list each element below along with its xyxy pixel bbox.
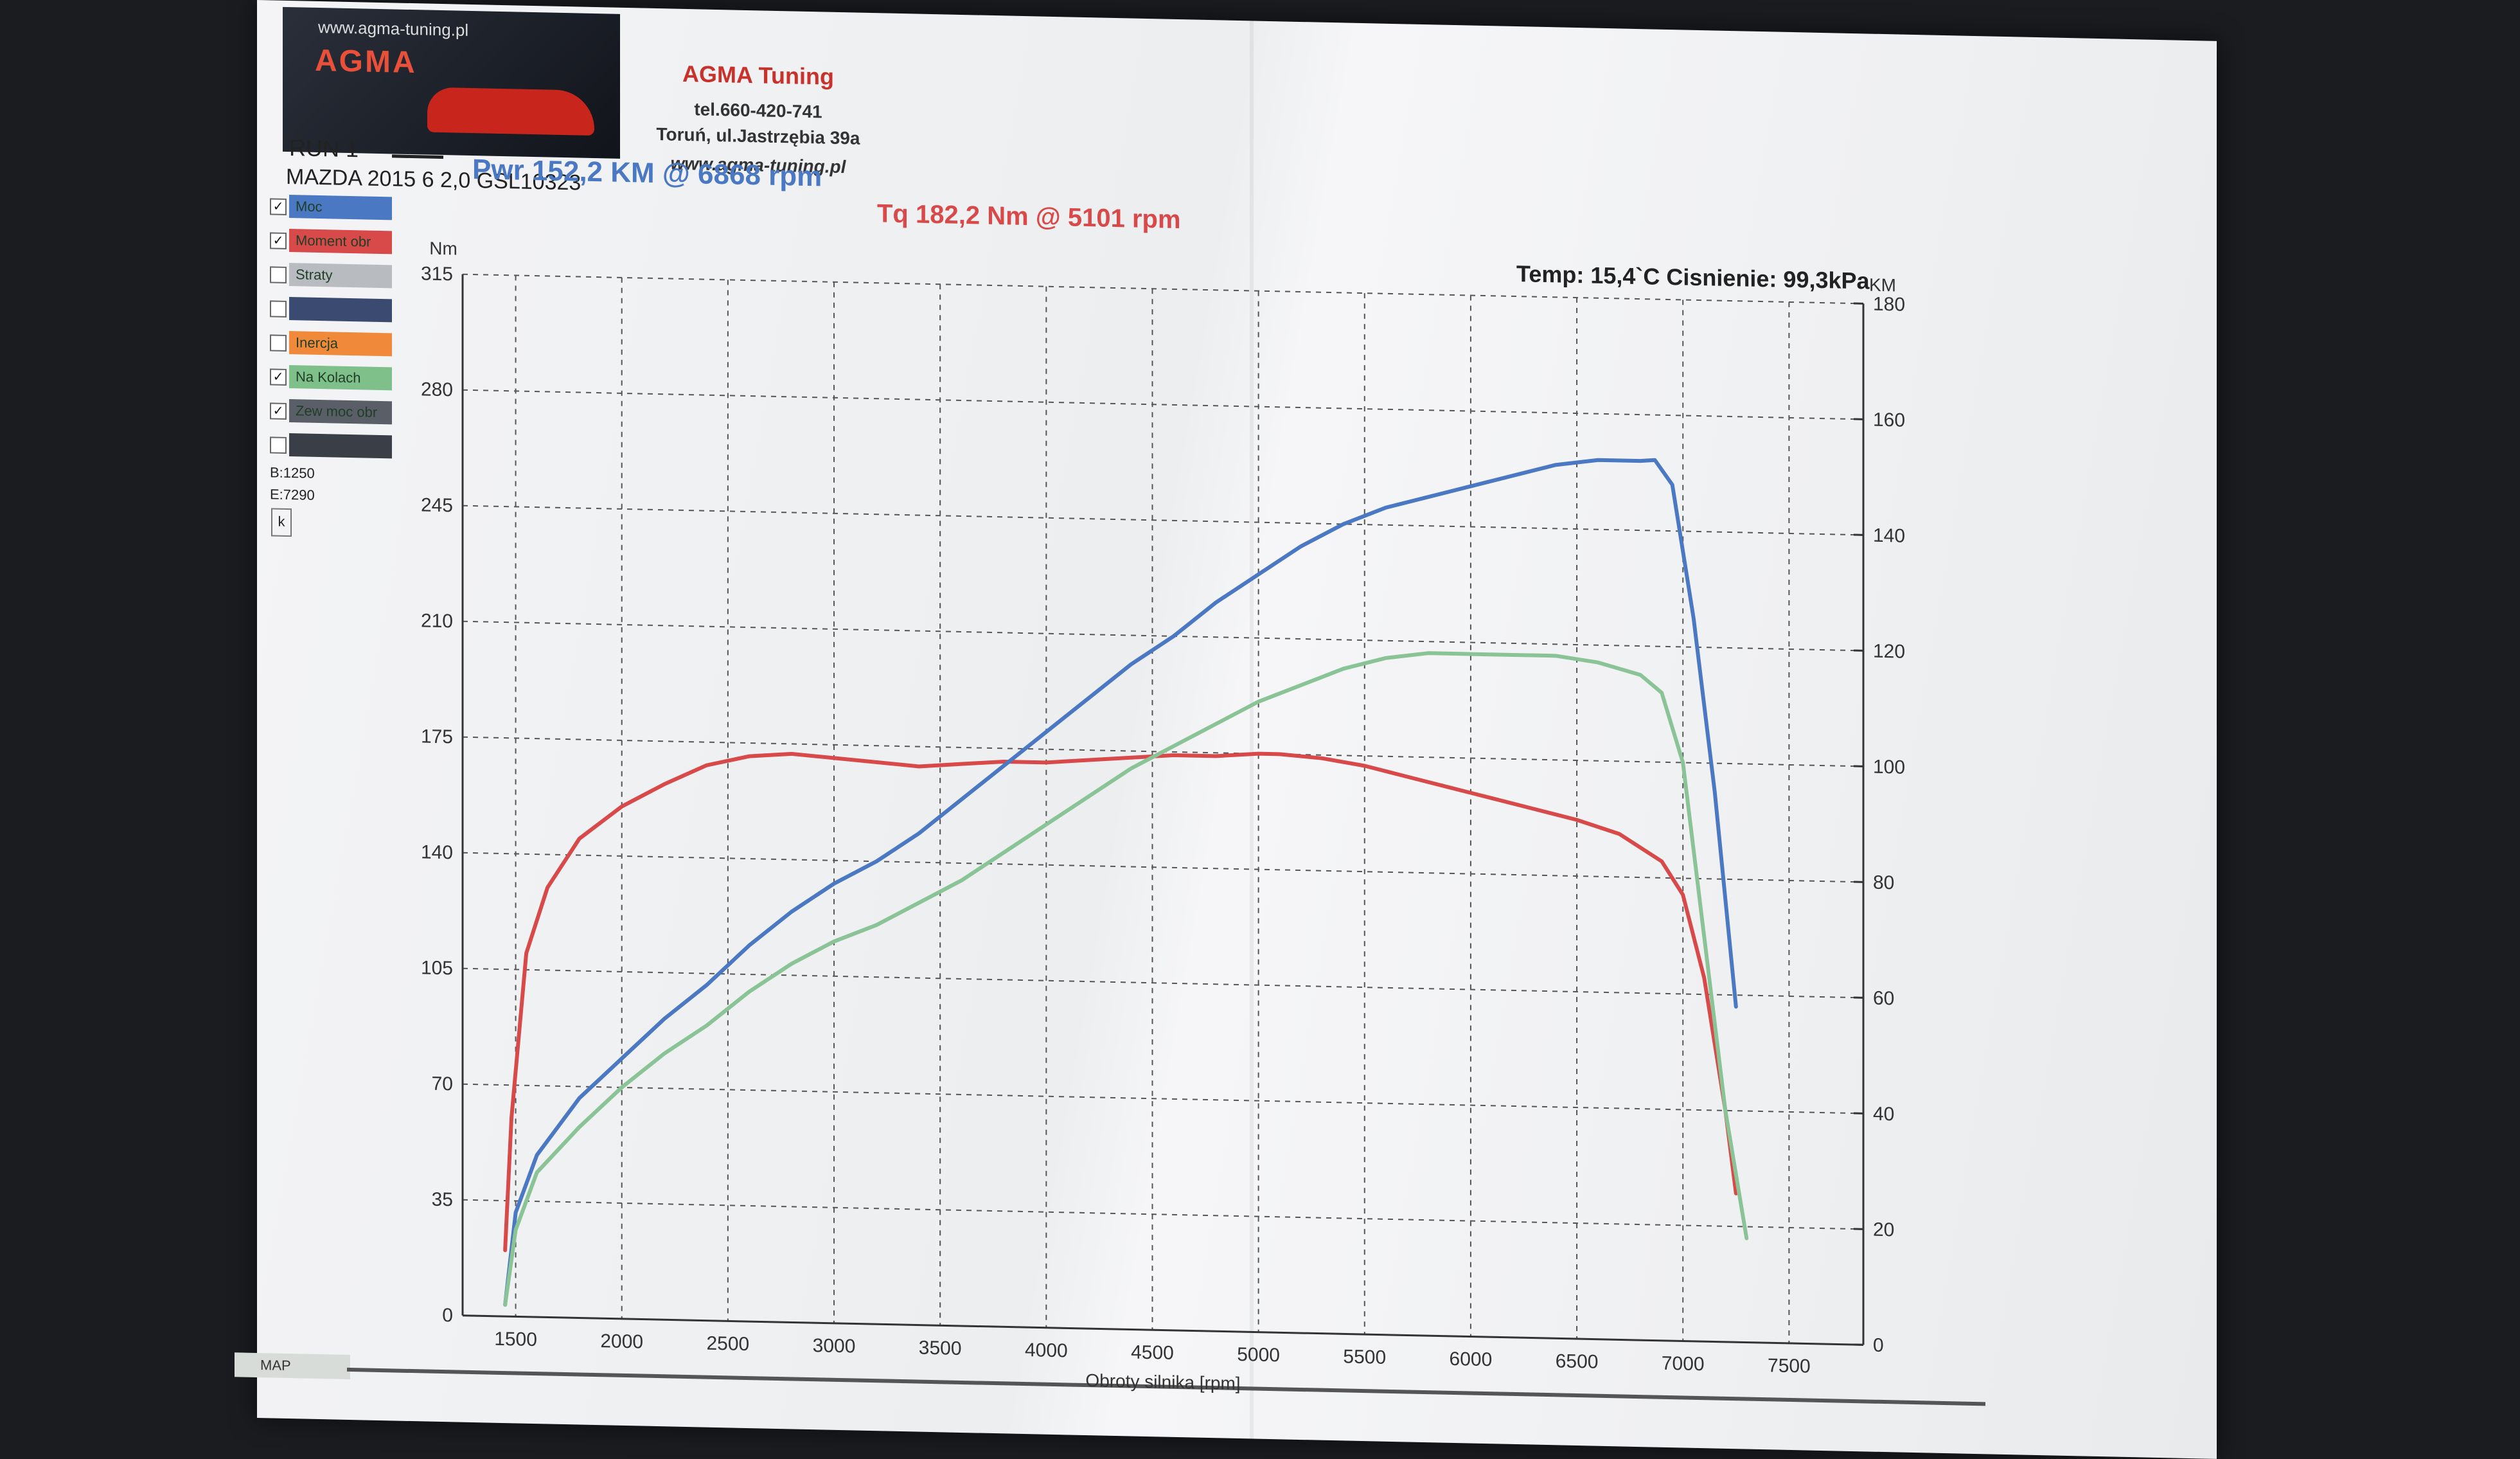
paper-sheet: www.agma-tuning.pl AGMA AGMA Tuning tel.… <box>257 0 2217 1459</box>
x-tick-label: 2000 <box>600 1330 643 1352</box>
y-left-tick-label: 105 <box>421 957 453 979</box>
grid-line-horizontal <box>463 622 1863 651</box>
y-left-tick-label: 140 <box>421 841 453 863</box>
y-left-tick-label: 315 <box>421 263 453 285</box>
x-tick-label: 7000 <box>1662 1353 1705 1375</box>
x-tick-label: 6500 <box>1556 1350 1599 1372</box>
y-right-tick-label: 0 <box>1873 1335 1884 1356</box>
y-right-tick-label: 80 <box>1873 872 1894 894</box>
y-left-tick-label: 35 <box>432 1189 453 1211</box>
x-tick-label: 5000 <box>1237 1344 1280 1366</box>
x-tick-label: 4000 <box>1025 1339 1068 1361</box>
y-right-tick-label: 160 <box>1873 409 1905 431</box>
grid-line-horizontal <box>463 1200 1863 1230</box>
y-right-tick-label: 20 <box>1873 1219 1894 1241</box>
y-left-tick-label: 0 <box>442 1305 453 1326</box>
series-line-wheel <box>505 634 1746 1330</box>
series-layer <box>505 436 1746 1330</box>
x-tick-label: 3500 <box>919 1338 962 1359</box>
grid-line-horizontal <box>463 969 1863 998</box>
y-right-tick-label: 60 <box>1873 988 1894 1010</box>
y-left-tick-label: 175 <box>421 726 453 747</box>
y-right-tick-label: 40 <box>1873 1104 1894 1125</box>
x-axis-title: Obroty silnika [rpm] <box>1085 1370 1240 1393</box>
grid-line-horizontal <box>463 274 1863 304</box>
y-left-tick-label: 70 <box>432 1073 453 1095</box>
y-right-tick-label: 120 <box>1873 641 1905 663</box>
x-tick-label: 6000 <box>1450 1348 1493 1370</box>
grid-line-horizontal <box>463 506 1863 535</box>
y-right-axis-title: KM <box>1869 275 1896 296</box>
y-right-tick-label: 140 <box>1873 525 1905 547</box>
y-left-tick-label: 280 <box>421 379 453 400</box>
dyno-printout-photo: www.agma-tuning.pl AGMA AGMA Tuning tel.… <box>0 0 2520 1418</box>
x-axis <box>463 1316 1863 1345</box>
x-tick-label: 4500 <box>1131 1341 1174 1363</box>
grid-line-horizontal <box>463 390 1863 420</box>
grid-layer <box>463 274 1863 1345</box>
series-line-power <box>505 436 1736 1330</box>
series-line-torque <box>505 738 1736 1276</box>
x-tick-label: 2500 <box>707 1333 750 1355</box>
y-left-tick-label: 210 <box>421 610 453 632</box>
y-right-tick-label: 180 <box>1873 294 1905 316</box>
y-right-tick-label: 100 <box>1873 756 1905 778</box>
grid-line-horizontal <box>463 1084 1863 1114</box>
x-tick-label: 3000 <box>813 1335 856 1357</box>
x-tick-label: 5500 <box>1343 1346 1386 1368</box>
x-tick-label: 7500 <box>1768 1355 1811 1377</box>
y-left-tick-label: 245 <box>421 494 453 516</box>
y-left-axis-title: Nm <box>429 238 457 259</box>
x-tick-label: 1500 <box>494 1329 537 1350</box>
